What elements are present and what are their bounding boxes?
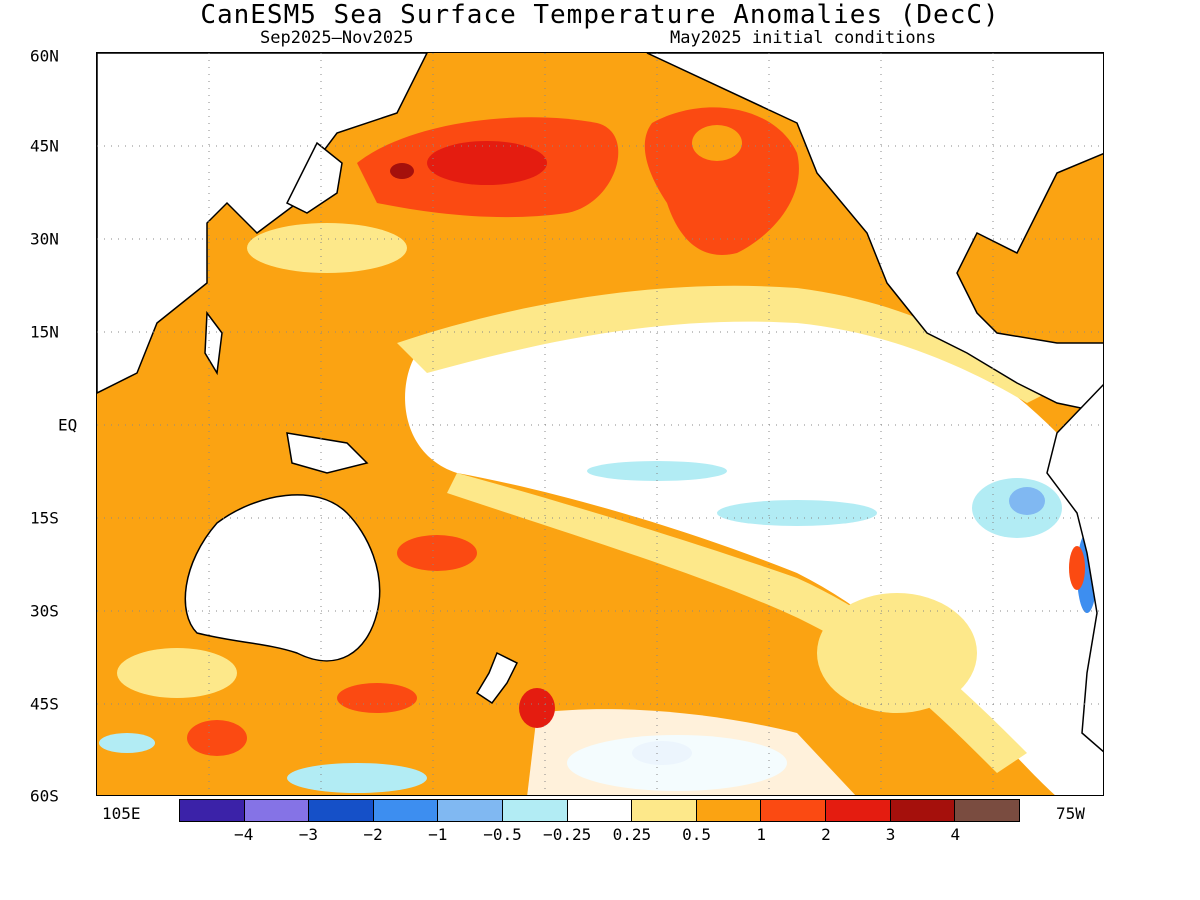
lat-label-45n: 45N [30, 136, 59, 156]
colorbar-tick-label: −2 [363, 825, 383, 844]
neutral-southern-ocean [527, 709, 856, 795]
weak-warm-southwest [117, 648, 237, 698]
lat-label-30s: 30S [30, 601, 59, 621]
weak-warm-southeast [817, 593, 977, 713]
warm-tasman-east [519, 688, 555, 728]
weak-warm-west-pacific [247, 223, 407, 273]
graticule [97, 53, 1103, 795]
colorbar-swatch [955, 800, 1019, 821]
south-america-landmass [1046, 384, 1103, 753]
colorbar-swatch [309, 800, 374, 821]
lat-label-60s: 60S [30, 786, 59, 806]
colorbar-swatch [373, 800, 439, 821]
lat-label-eq: EQ [58, 415, 78, 435]
weak-positive-band-south [447, 473, 1027, 773]
map-canvas [97, 53, 1103, 795]
japan-landmass [285, 141, 343, 214]
new-zealand-landmass [475, 651, 519, 705]
colorbar-tick-label: 1 [756, 825, 767, 844]
colorbar-tick-label: −3 [298, 825, 319, 844]
weak-positive-band [397, 285, 1047, 403]
north-america-landmass [646, 53, 1103, 414]
colorbar-swatch [503, 800, 568, 821]
warm-south-australia [337, 683, 417, 713]
australia-landmass [184, 494, 381, 662]
cool-patch-southern-ocean-west [287, 763, 427, 793]
colorbar-swatch [761, 800, 827, 821]
lat-label-60n: 60N [30, 46, 59, 66]
cool-patch-equatorial [587, 461, 727, 481]
philippines-landmass [204, 310, 223, 376]
colorbar-tick-label: 3 [885, 825, 896, 844]
neutral-anomaly-region [405, 301, 1103, 795]
lat-label-15s: 15S [30, 508, 59, 528]
period-subtitle: Sep2025—Nov2025 [260, 28, 414, 48]
colorbar-tick-label: −0.25 [543, 825, 592, 844]
warm-north-pacific-peak [390, 163, 414, 179]
colorbar-swatch [826, 800, 891, 821]
cool-patch-south-equatorial [717, 500, 877, 526]
colorbar-swatch [567, 800, 633, 821]
lon-label-west: 105E [102, 804, 141, 823]
warm-ne-pacific-hole [692, 125, 742, 161]
colorbar-swatch [890, 800, 956, 821]
warm-chile-coast [1069, 546, 1085, 590]
lon-label-east: 75W [1056, 804, 1085, 823]
colorbar-swatch [438, 800, 504, 821]
colorbar-tick-label: −1 [428, 825, 448, 844]
colorbar-tick-label: −0.5 [483, 825, 522, 844]
map-title: CanESM5 Sea Surface Temperature Anomalie… [200, 0, 1000, 30]
warm-southwest [187, 720, 247, 756]
lat-label-45s: 45S [30, 694, 59, 714]
lat-label-30n: 30N [30, 229, 59, 249]
colorbar-swatch [180, 800, 245, 821]
warm-coral-sea [397, 535, 477, 571]
colorbar-tick-label: 2 [821, 825, 831, 844]
cool-patch-far-southwest [99, 733, 155, 753]
lat-label-15n: 15N [30, 322, 59, 342]
initial-conditions-subtitle: May2025 initial conditions [670, 28, 937, 48]
colorbar-tick-label: 4 [950, 825, 961, 844]
colorbar [179, 799, 1020, 822]
asia-landmass [97, 53, 428, 394]
land-masses [97, 53, 1103, 753]
colorbar-swatch [696, 800, 762, 821]
colorbar-swatch [632, 800, 697, 821]
cool-core-peru [1009, 487, 1045, 515]
colorbar-swatch [244, 800, 310, 821]
warm-northeast-pacific [644, 107, 799, 255]
new-guinea-landmass [286, 432, 369, 474]
colorbar-tick-label: 0.25 [612, 825, 652, 844]
warm-north-pacific-strong [427, 141, 547, 185]
colorbar-tick-label: −4 [234, 825, 254, 844]
sst-anomaly-map [96, 52, 1104, 796]
colorbar-tick-label: 0.5 [682, 825, 711, 844]
